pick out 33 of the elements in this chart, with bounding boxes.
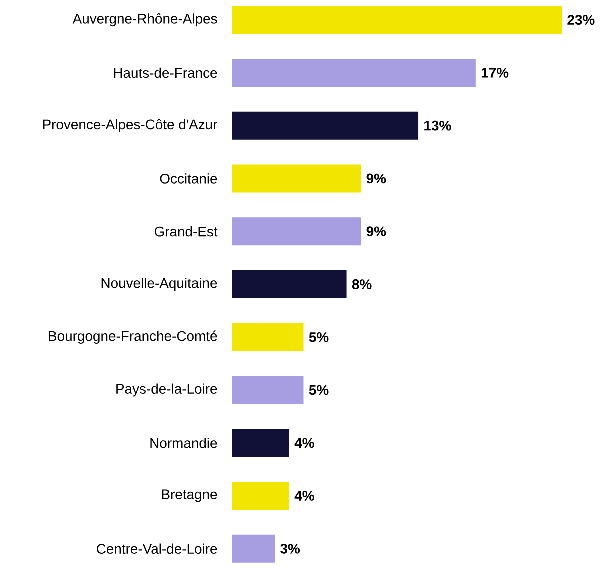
- y-tick-label: Normandie: [150, 438, 218, 448]
- bar: [232, 164, 362, 193]
- data-label: 17%: [482, 68, 509, 78]
- bar: [232, 429, 290, 458]
- bar: [232, 482, 290, 510]
- bar: [232, 6, 562, 34]
- y-tick-label: Pays-de-la-Loire: [116, 384, 218, 397]
- data-label: 9%: [366, 174, 386, 184]
- y-tick-label: Grand-Est: [154, 226, 218, 237]
- data-label: 9%: [366, 226, 386, 237]
- bar: [232, 112, 419, 140]
- bar: [232, 218, 362, 246]
- data-label: 4%: [294, 491, 314, 501]
- y-tick-label: Auvergne-Rhône-Alpes: [72, 14, 218, 27]
- bar: [232, 534, 276, 563]
- data-label: 4%: [294, 438, 314, 448]
- y-tick-label: Bourgogne-Franche-Comté: [49, 330, 218, 344]
- y-tick-label: Occitanie: [160, 174, 218, 184]
- data-label: 5%: [309, 332, 329, 342]
- data-label: 3%: [280, 544, 300, 554]
- data-label: 5%: [309, 385, 329, 396]
- bar: [232, 323, 304, 352]
- y-tick-label: Bretagne: [162, 490, 218, 502]
- bar: [232, 376, 304, 404]
- bar: [232, 58, 476, 87]
- data-label: 13%: [424, 120, 452, 131]
- data-label: 8%: [352, 280, 372, 290]
- bar: [232, 270, 347, 298]
- y-tick-label: Hauts-de-France: [114, 68, 218, 78]
- y-tick-label: Centre-Val-de-Loire: [97, 544, 218, 554]
- data-label: 23%: [568, 15, 595, 26]
- y-tick-label: Nouvelle-Aquitaine: [102, 278, 218, 291]
- y-tick-label: Provence-Alpes-Côte d'Azur: [43, 119, 218, 132]
